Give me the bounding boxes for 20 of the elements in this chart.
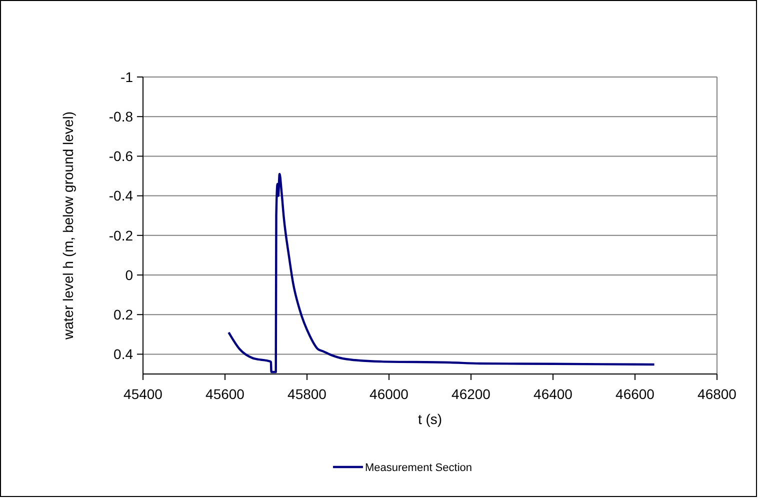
x-tick-label: 45800: [288, 386, 327, 402]
x-tick-label: 45600: [206, 386, 245, 402]
x-tick-label: 46800: [698, 386, 737, 402]
y-tick-label: -1: [120, 68, 134, 85]
y-tick-label: -0.2: [108, 227, 134, 244]
legend-label: Measurement Section: [365, 462, 472, 474]
y-tick-label: -0.4: [108, 188, 134, 204]
y-tick-label: -0.6: [108, 148, 134, 164]
line-series: [228, 172, 656, 374]
y-tick-label: -0.8: [108, 108, 134, 124]
y-tick-label: 0: [125, 266, 134, 283]
x-tick-label: 45400: [124, 386, 163, 402]
x-tick-label: 46400: [534, 386, 573, 402]
y-tick-label: 0.4: [114, 346, 134, 362]
x-tick-label: 46200: [452, 386, 491, 402]
y-axis-title: water level h (m, below ground level): [60, 112, 76, 340]
x-tick-label: 46000: [370, 386, 409, 402]
x-tick-label: 46600: [616, 386, 655, 402]
y-tick-label: 0.2: [114, 306, 134, 322]
x-axis-title: t (s): [418, 411, 442, 427]
